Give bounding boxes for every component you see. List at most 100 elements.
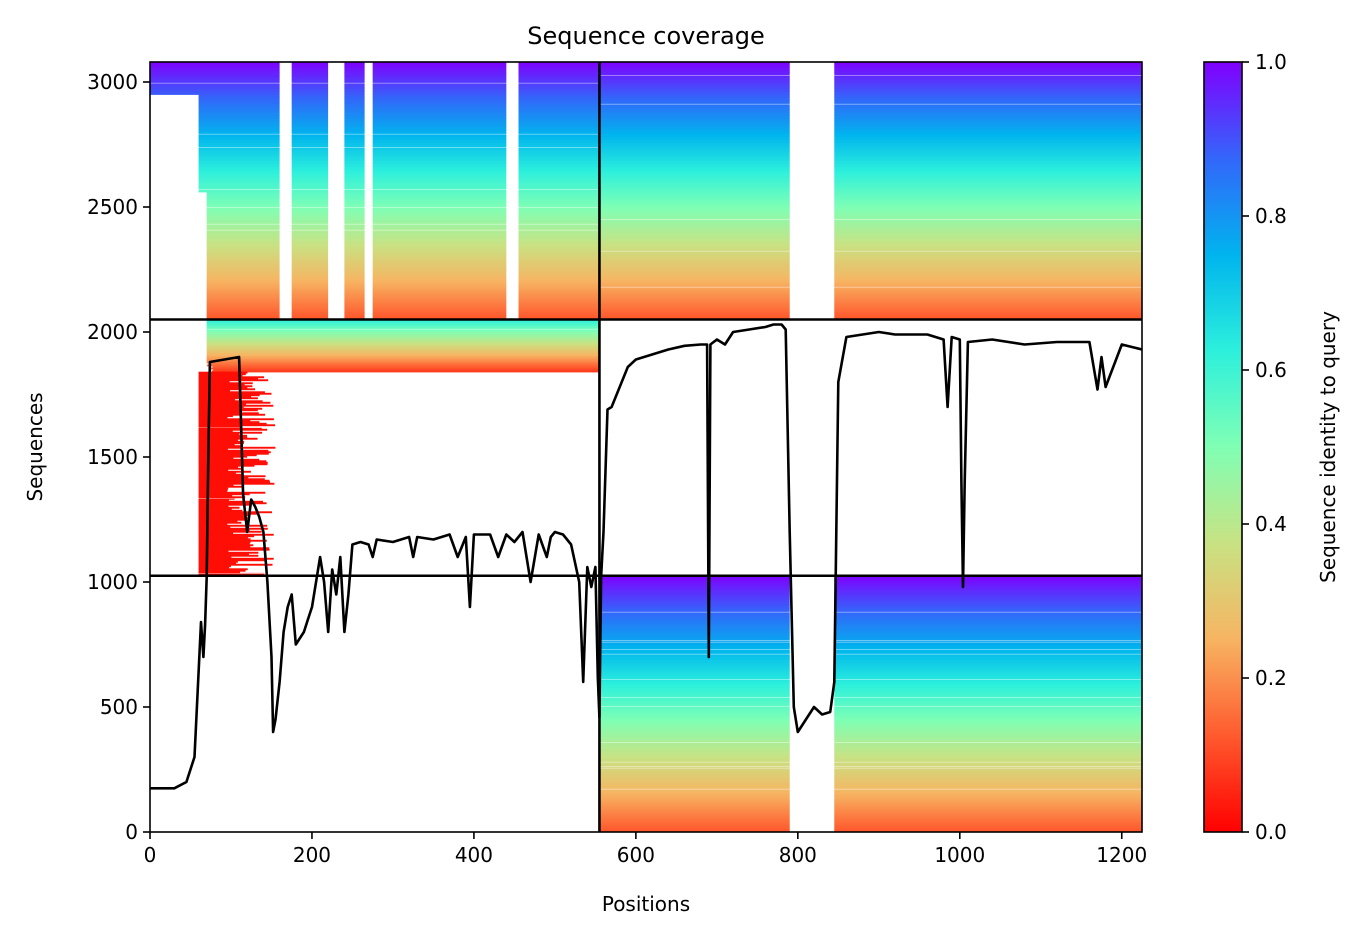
heat-cell	[599, 653, 790, 656]
heat-cell	[206, 247, 280, 250]
heat-cell	[518, 216, 600, 218]
heat-cell	[518, 109, 600, 112]
heat-cell	[834, 211, 1142, 214]
heat-cell	[198, 499, 229, 502]
heat-cell	[599, 85, 790, 88]
heat-cell	[344, 178, 365, 181]
heat-cell	[834, 797, 1142, 800]
heat-cell	[518, 220, 600, 223]
heat-cell	[599, 823, 790, 825]
heat-cell	[518, 264, 600, 266]
heat-cell	[834, 724, 1142, 726]
heat-cell	[344, 241, 365, 244]
heat-cell	[518, 126, 600, 128]
heat-cell	[198, 493, 250, 496]
heat-cell	[291, 123, 329, 125]
heat-cell	[150, 76, 280, 79]
heat-cell	[291, 276, 329, 278]
heat-cell	[834, 626, 1142, 629]
heat-cell	[599, 300, 790, 302]
heat-cell	[599, 193, 790, 196]
heat-cell	[834, 755, 1142, 758]
heat-cell	[198, 118, 280, 121]
heat-cell	[372, 250, 507, 253]
heat-cell	[372, 82, 507, 85]
heat-cell	[599, 602, 790, 605]
heat-cell	[518, 115, 600, 118]
heat-cell	[518, 214, 600, 217]
heat-cell	[206, 255, 280, 257]
heat-cell	[198, 407, 263, 410]
heat-cell	[372, 268, 507, 271]
heat-cell	[834, 151, 1142, 154]
heat-cell	[198, 145, 280, 148]
heat-cell	[344, 303, 365, 305]
heat-cell	[599, 121, 790, 124]
heat-cell	[834, 306, 1142, 308]
heat-cell	[291, 76, 329, 79]
heat-cell	[372, 124, 507, 127]
heat-cell	[518, 145, 600, 148]
heat-cell	[518, 160, 600, 163]
heat-cell	[599, 649, 790, 651]
heat-cell	[599, 752, 790, 755]
heat-cell	[344, 240, 365, 242]
heat-cell	[599, 736, 790, 738]
heat-cell	[372, 138, 507, 140]
heat-cell	[206, 364, 600, 367]
heat-cell	[372, 174, 507, 176]
heat-cell	[372, 270, 507, 272]
heat-cell	[834, 784, 1142, 786]
heat-cell	[518, 204, 600, 206]
heat-cell	[372, 244, 507, 247]
heat-cell	[344, 120, 365, 122]
heat-cell	[834, 225, 1142, 227]
heat-cell	[599, 196, 790, 199]
heat-cell	[198, 469, 229, 472]
heat-cell	[518, 156, 600, 158]
heat-cell	[834, 315, 1142, 317]
heat-cell	[291, 178, 329, 181]
heat-cell	[198, 550, 229, 553]
heat-cell	[599, 124, 790, 127]
y-tick-label: 500	[100, 695, 138, 719]
heat-cell	[599, 226, 790, 229]
heat-cell	[518, 127, 600, 130]
heat-cell	[599, 70, 790, 73]
heat-cell	[372, 304, 507, 307]
heat-cell	[372, 276, 507, 278]
x-tick-label: 1000	[934, 843, 985, 867]
heat-cell	[291, 264, 329, 266]
heat-cell	[518, 294, 600, 296]
heat-cell	[599, 763, 790, 765]
heat-cell	[291, 84, 329, 86]
heat-cell	[198, 535, 255, 538]
heat-cell	[834, 237, 1142, 239]
heat-cell	[599, 270, 790, 272]
heat-cell	[198, 421, 260, 424]
heat-cell	[150, 66, 280, 68]
heat-cell	[198, 99, 280, 101]
heat-cell	[518, 67, 600, 70]
heat-cell	[599, 626, 790, 629]
heat-cell	[599, 199, 790, 202]
heat-cell	[834, 73, 1142, 76]
heat-cell	[206, 201, 280, 203]
heat-cell	[198, 391, 265, 394]
heat-cell	[344, 87, 365, 89]
heat-cell	[599, 596, 790, 599]
heat-cell	[599, 586, 790, 588]
heat-cell	[198, 541, 251, 544]
heat-cell	[206, 343, 600, 346]
heat-cell	[518, 111, 600, 113]
heat-cell	[834, 776, 1142, 779]
heat-cell	[599, 665, 790, 668]
heat-cell	[344, 72, 365, 74]
heat-cell	[599, 151, 790, 154]
heat-cell	[599, 309, 790, 311]
heat-cell	[518, 261, 600, 263]
heat-cell	[206, 328, 600, 331]
heat-cell	[599, 90, 790, 92]
heat-cell	[291, 196, 329, 199]
heat-cell	[599, 198, 790, 200]
